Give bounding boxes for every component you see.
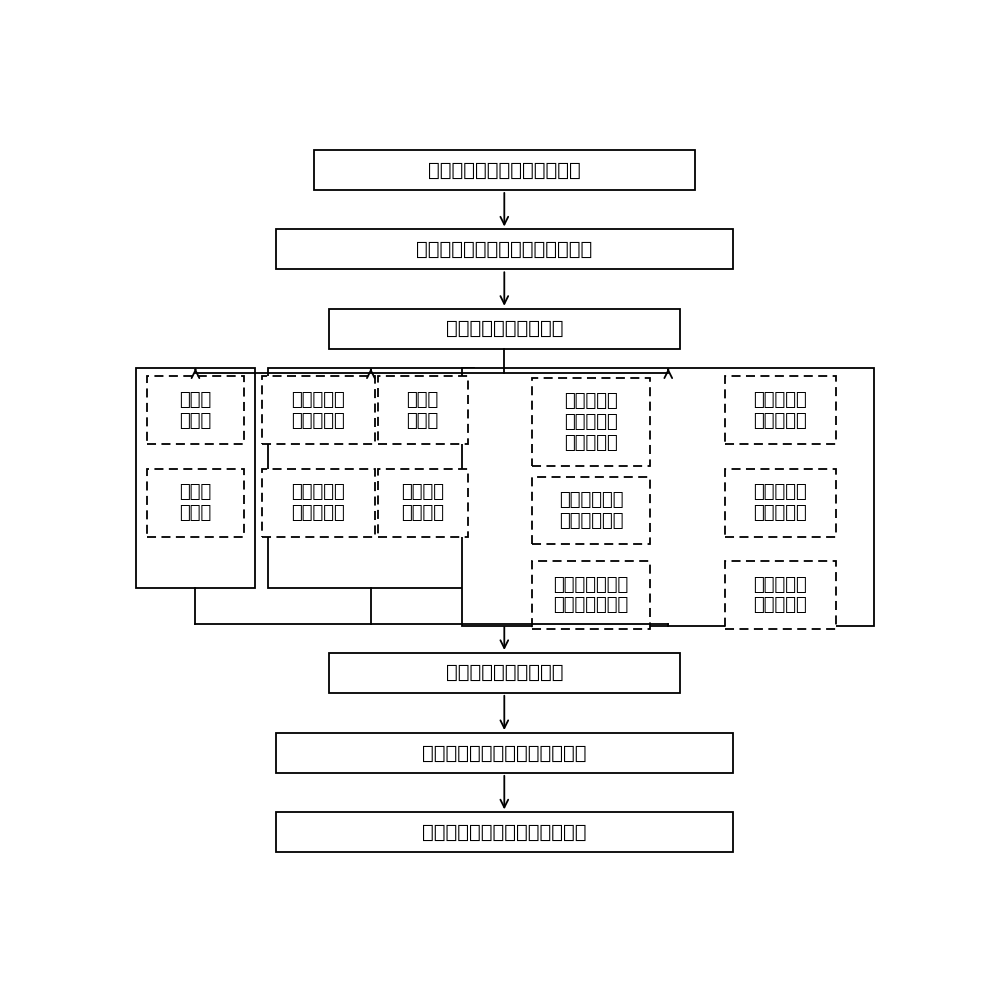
Bar bbox=[378, 469, 467, 537]
Text: 对鱼类栖息地予以分级: 对鱼类栖息地予以分级 bbox=[446, 663, 563, 682]
Bar bbox=[262, 376, 375, 444]
Bar bbox=[147, 469, 244, 537]
Text: 确定鱼类栖息地划分边界范围: 确定鱼类栖息地划分边界范围 bbox=[428, 161, 581, 180]
Bar bbox=[532, 561, 650, 629]
Bar bbox=[725, 469, 835, 537]
Bar bbox=[276, 229, 733, 269]
Text: 深潭密集区
深潭稀疏区: 深潭密集区 深潭稀疏区 bbox=[754, 391, 807, 430]
Text: 浅滩密集区
浅滩稀疏区: 浅滩密集区 浅滩稀疏区 bbox=[754, 483, 807, 522]
Text: 深水区
浅水区: 深水区 浅水区 bbox=[406, 391, 439, 430]
Bar bbox=[262, 469, 375, 537]
Bar bbox=[532, 378, 650, 466]
Text: 确定特征鱼类及地形地貌特征因子: 确定特征鱼类及地形地貌特征因子 bbox=[416, 240, 592, 259]
Text: 底质丰富区
底质简单区: 底质丰富区 底质简单区 bbox=[291, 483, 345, 522]
Text: 对鱼类栖息地保护措施予以分类: 对鱼类栖息地保护措施予以分类 bbox=[422, 743, 586, 762]
Text: 对鱼类栖息地保护予以量化评价: 对鱼类栖息地保护予以量化评价 bbox=[422, 823, 586, 842]
Text: 对鱼类栖息地予以分区: 对鱼类栖息地予以分区 bbox=[446, 319, 563, 338]
Bar bbox=[532, 477, 650, 544]
Bar bbox=[329, 309, 680, 349]
Bar bbox=[276, 733, 733, 773]
Text: 支流入汇密集区
支流入汇稀疏区: 支流入汇密集区 支流入汇稀疏区 bbox=[554, 576, 629, 614]
Bar bbox=[137, 368, 255, 588]
Bar bbox=[276, 812, 733, 852]
Bar bbox=[725, 561, 835, 629]
Text: 天然河段区
减水河段区
涨水河段区: 天然河段区 减水河段区 涨水河段区 bbox=[565, 392, 618, 452]
Text: 主流分叉区
支流汇流区: 主流分叉区 支流汇流区 bbox=[754, 576, 807, 614]
Bar bbox=[268, 368, 474, 588]
Bar bbox=[378, 376, 467, 444]
Text: 断面复杂区
断面简单区: 断面复杂区 断面简单区 bbox=[291, 391, 345, 430]
Text: 江心洲密集区
江心洲稀疏区: 江心洲密集区 江心洲稀疏区 bbox=[559, 491, 624, 530]
Bar bbox=[725, 376, 835, 444]
Text: 糙率大区
糙率小区: 糙率大区 糙率小区 bbox=[401, 483, 444, 522]
Bar bbox=[147, 376, 244, 444]
Text: 蜿蜒区
顺直区: 蜿蜒区 顺直区 bbox=[179, 483, 212, 522]
Text: 急流区
缓流区: 急流区 缓流区 bbox=[179, 391, 212, 430]
Bar bbox=[462, 368, 874, 626]
Bar bbox=[329, 653, 680, 693]
Bar bbox=[314, 150, 695, 190]
